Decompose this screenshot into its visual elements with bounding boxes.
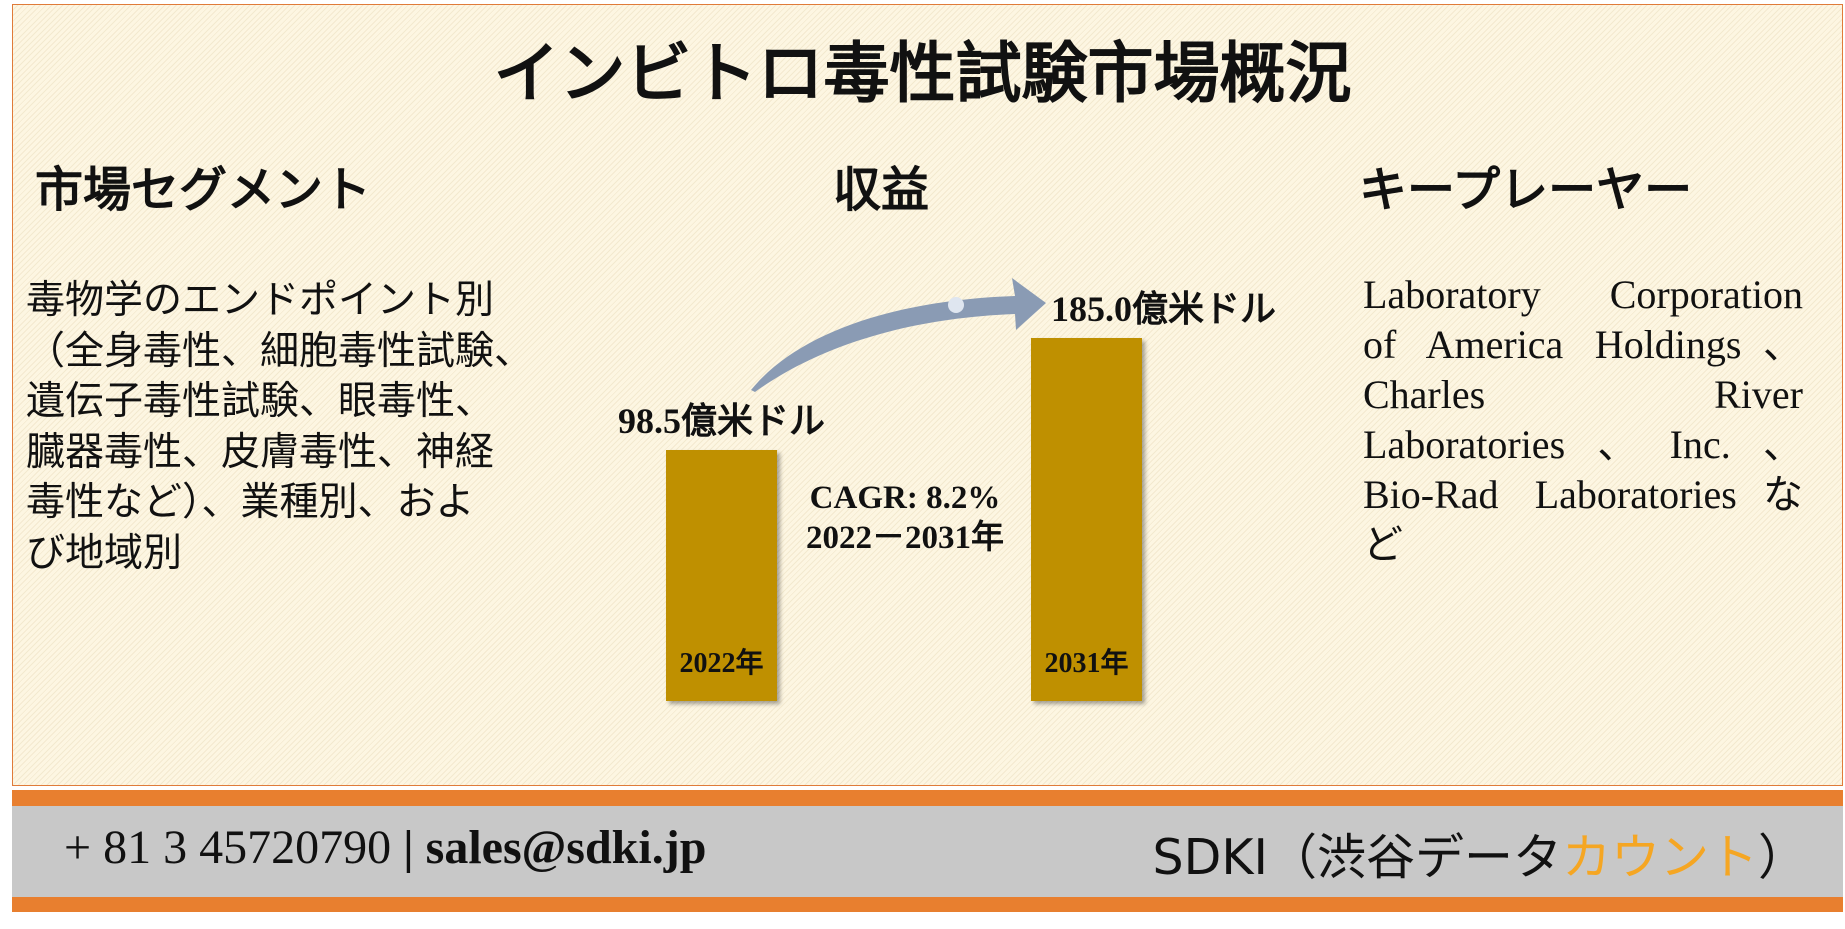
bar [666,450,777,701]
growth-arrow [751,278,1046,392]
text-line: Laboratory Corporation [1363,272,1803,317]
brand-name: SDKI（渋谷データ [1152,829,1562,886]
phone: + 81 3 45720790 [64,821,392,874]
title: インビトロ毒性試験市場概況 [493,38,1352,111]
text-line: Laboratories、Inc.、 [1363,422,1803,467]
brand-highlight: カウント [1561,829,1758,886]
footer-bar [12,806,1843,897]
bar-label: 98.5億米ドル [618,401,826,442]
segments-text: 毒物学のエンドポイント別 （全身毒性、細胞毒性試験、 遺伝子毒性試験、眼毒性、 臓器毒… [26,276,554,579]
text-line: ど [1363,522,1403,567]
text-line: Bio-Rad Laboratoriesな [1363,472,1803,517]
arrow-dot [948,297,964,313]
separator: | [403,821,414,874]
text-line: 毒物学のエンドポイント別 [26,279,495,322]
brand-end: ） [1757,829,1807,886]
text-line: 毒性など）、業種別、およ [26,481,475,524]
contact: + 81 3 45720790 | sales@sdki.jp [64,820,706,875]
text-line: 遺伝子毒性試験、眼毒性、 [26,380,495,423]
brand: SDKI（渋谷データカウント） [1153,818,1807,889]
cagr-period: 2022－2031年 [806,520,1004,556]
revenue-heading: 収益 [833,164,930,217]
segments-heading: 市場セグメント [35,164,372,217]
key-players-heading: キープレーヤー [1359,164,1693,217]
panel [12,4,1843,786]
arrow [751,278,1046,392]
text-line: 臓器毒性、皮膚毒性、神経 [26,430,495,474]
key-players-text: Laboratory Corporation of America Holding… [1363,270,1803,570]
bar-year: 2031年 [1044,648,1129,679]
cagr-rate: CAGR: 8.2% [809,480,1001,516]
text-line: （全身毒性、細胞毒性試験、 [26,329,534,373]
bar [1031,338,1142,701]
text-line: of America Holdings、 [1363,322,1803,367]
cagr: CAGR: 8.2% 2022－2031年 [770,478,1040,558]
email: sales@sdki.jp [425,821,707,874]
text-line: Charles River [1363,372,1803,417]
bar-label: 185.0億米ドル [1051,289,1277,330]
bar-year: 2022年 [679,648,764,679]
text-line: び地域別 [26,531,183,575]
